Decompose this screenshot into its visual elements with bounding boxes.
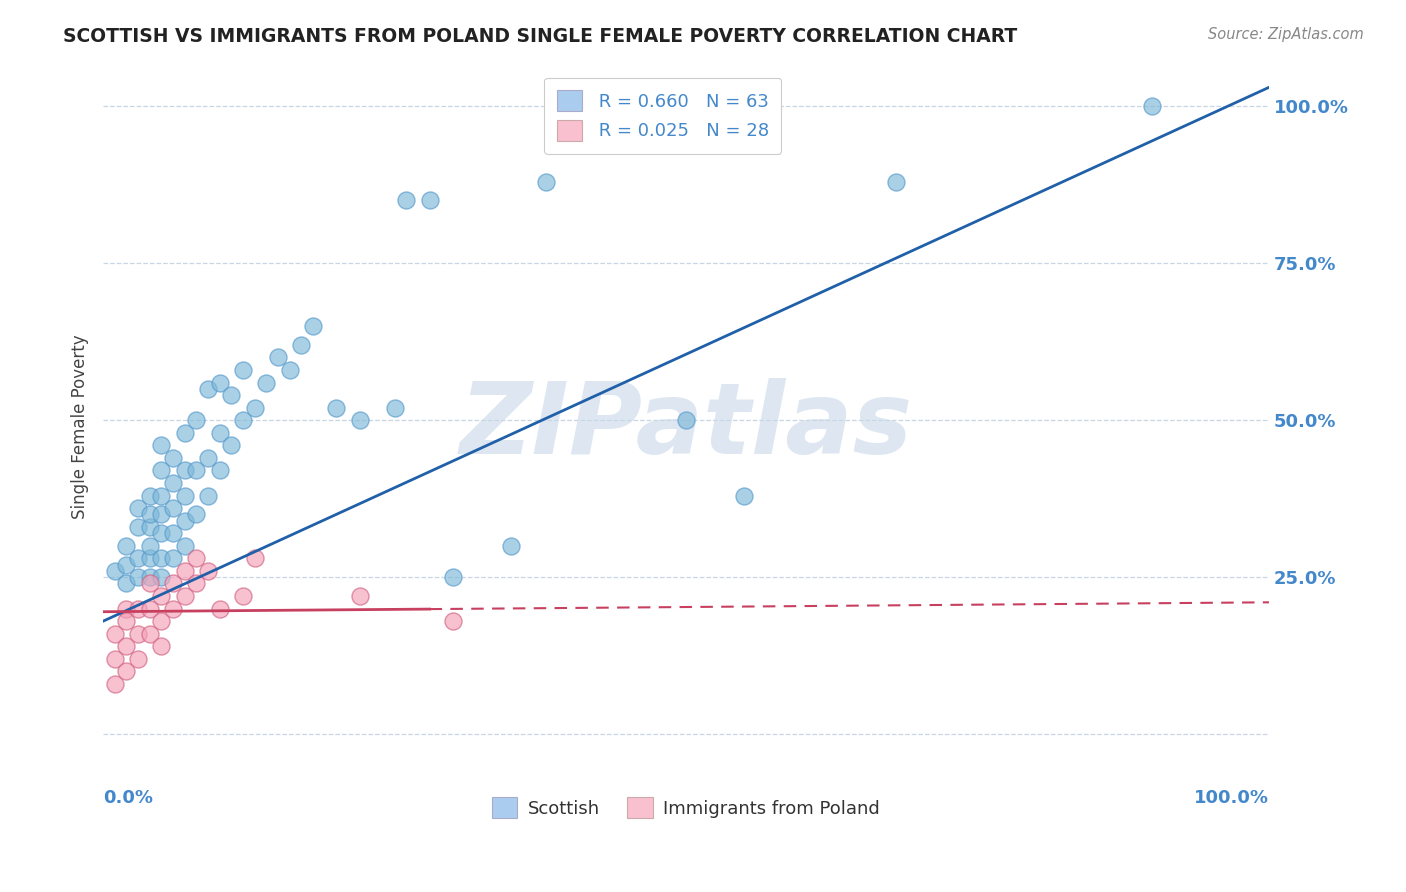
Point: [173, 489, 195, 503]
Point: [221, 388, 243, 402]
Point: [162, 551, 184, 566]
Point: [162, 501, 184, 516]
Point: [173, 589, 195, 603]
Point: [186, 551, 208, 566]
Point: [290, 338, 312, 352]
Point: [150, 508, 173, 522]
Point: [197, 489, 219, 503]
Point: [127, 520, 149, 534]
Point: [115, 558, 138, 572]
Point: [127, 551, 149, 566]
Point: [254, 376, 277, 390]
Point: [582, 99, 605, 113]
Point: [733, 489, 755, 503]
Legend: Scottish, Immigrants from Poland: Scottish, Immigrants from Poland: [485, 790, 887, 825]
Point: [104, 564, 127, 578]
Point: [115, 601, 138, 615]
Point: [127, 652, 149, 666]
Text: SCOTTISH VS IMMIGRANTS FROM POLAND SINGLE FEMALE POVERTY CORRELATION CHART: SCOTTISH VS IMMIGRANTS FROM POLAND SINGL…: [63, 27, 1018, 45]
Point: [278, 363, 301, 377]
Point: [349, 589, 371, 603]
Point: [127, 570, 149, 584]
Point: [127, 501, 149, 516]
Point: [243, 551, 266, 566]
Point: [115, 640, 138, 654]
Point: [221, 438, 243, 452]
Point: [162, 475, 184, 490]
Point: [441, 614, 464, 628]
Point: [162, 601, 184, 615]
Point: [395, 194, 418, 208]
Point: [127, 601, 149, 615]
Point: [127, 626, 149, 640]
Point: [150, 463, 173, 477]
Point: [884, 175, 907, 189]
Point: [115, 665, 138, 679]
Point: [150, 570, 173, 584]
Point: [173, 539, 195, 553]
Point: [186, 413, 208, 427]
Y-axis label: Single Female Poverty: Single Female Poverty: [72, 334, 89, 519]
Point: [139, 576, 162, 591]
Point: [139, 508, 162, 522]
Point: [139, 539, 162, 553]
Point: [139, 489, 162, 503]
Point: [139, 520, 162, 534]
Point: [139, 626, 162, 640]
Point: [232, 363, 254, 377]
Point: [150, 614, 173, 628]
Point: [232, 589, 254, 603]
Point: [243, 401, 266, 415]
Point: [115, 539, 138, 553]
Text: Source: ZipAtlas.com: Source: ZipAtlas.com: [1208, 27, 1364, 42]
Point: [162, 576, 184, 591]
Point: [441, 570, 464, 584]
Point: [139, 570, 162, 584]
Point: [534, 175, 557, 189]
Point: [197, 450, 219, 465]
Point: [139, 551, 162, 566]
Point: [162, 450, 184, 465]
Point: [208, 425, 231, 440]
Point: [173, 514, 195, 528]
Point: [419, 194, 441, 208]
Point: [1142, 99, 1164, 113]
Text: ZIPatlas: ZIPatlas: [460, 378, 912, 475]
Point: [267, 351, 290, 365]
Point: [104, 626, 127, 640]
Point: [208, 376, 231, 390]
Point: [150, 640, 173, 654]
Point: [197, 564, 219, 578]
Point: [173, 463, 195, 477]
Point: [186, 508, 208, 522]
Point: [162, 526, 184, 541]
Point: [115, 576, 138, 591]
Point: [139, 601, 162, 615]
Point: [501, 539, 523, 553]
Point: [115, 614, 138, 628]
Point: [150, 526, 173, 541]
Point: [349, 413, 371, 427]
Point: [186, 576, 208, 591]
Point: [197, 382, 219, 396]
Point: [384, 401, 406, 415]
Point: [104, 652, 127, 666]
Point: [104, 677, 127, 691]
Point: [150, 438, 173, 452]
Point: [150, 589, 173, 603]
Point: [325, 401, 347, 415]
Point: [675, 413, 697, 427]
Point: [173, 564, 195, 578]
Point: [208, 601, 231, 615]
Point: [186, 463, 208, 477]
Point: [150, 489, 173, 503]
Point: [302, 318, 325, 333]
Point: [232, 413, 254, 427]
Point: [208, 463, 231, 477]
Point: [150, 551, 173, 566]
Point: [173, 425, 195, 440]
